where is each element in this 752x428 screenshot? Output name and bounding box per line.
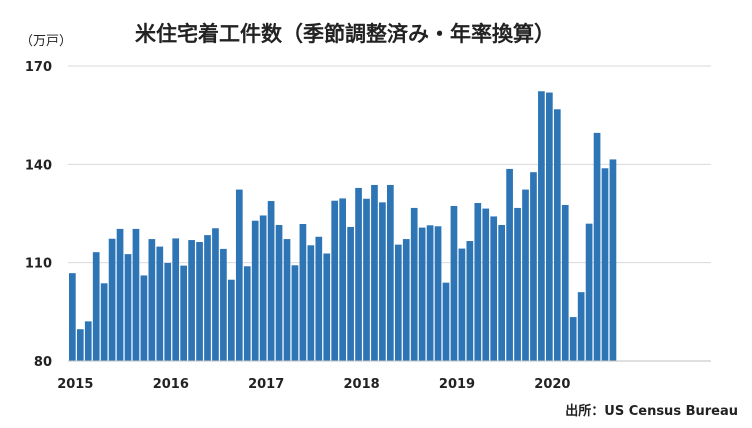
bar-2015-12 [156,246,164,361]
x-tick-label-2020: 2020 [534,377,570,392]
y-axis-unit-label: （万戸） [20,34,73,49]
bar-2016-12 [251,220,259,361]
bar-2017-06 [299,223,307,361]
bar-2016-01 [164,262,172,361]
chart-title: 米住宅着工件数（季節調整済み・年率換算） [135,22,555,46]
bar-2016-05 [196,242,203,361]
source-note: 出所：US Census Bureau [565,404,738,419]
bar-2020-08 [601,168,609,361]
bar-2015-11 [148,239,156,361]
bar-2017-05 [291,265,299,361]
bar-2019-08 [506,168,513,361]
bar-2020-09 [609,159,617,361]
bar-2017-11 [339,198,346,361]
bar-2019-06 [490,216,498,361]
bar-2015-08 [124,254,132,361]
bar-2020-02 [553,109,561,362]
bar-2020-03 [561,204,569,361]
bar-2016-06 [204,235,211,361]
bar-2016-10 [235,189,243,361]
bar-2018-07 [402,239,410,361]
bar-2018-06 [394,244,402,361]
bar-2019-03 [466,241,474,361]
bar-2018-01 [355,187,362,361]
bar-2017-12 [347,226,354,361]
bar-2015-01 [69,273,76,361]
x-tick-label-2016: 2016 [153,377,189,392]
bar-2015-07 [116,228,124,361]
bar-2020-06 [585,223,593,361]
bar-2018-12 [442,282,450,361]
y-tick-label: 110 [25,257,52,272]
bar-2019-11 [530,172,537,361]
bar-2019-07 [498,224,505,361]
bar-2017-03 [275,224,283,361]
bar-2016-09 [228,279,235,361]
bar-2017-08 [315,236,323,361]
bar-2018-11 [434,226,442,361]
y-tick-label: 80 [34,355,52,370]
bar-2019-04 [474,203,482,361]
bar-2019-05 [482,208,490,361]
bar-2020-07 [593,132,601,361]
x-tick-label-2015: 2015 [57,377,93,392]
bar-2017-04 [283,239,291,361]
x-tick-label-2019: 2019 [439,377,475,392]
bar-2017-10 [331,200,339,361]
bar-2015-06 [108,238,116,361]
bar-2015-09 [132,228,140,361]
bar-2016-03 [180,265,187,361]
bar-2018-10 [426,225,434,361]
bar-2017-02 [267,201,275,361]
bar-2018-03 [371,184,378,361]
y-tick-label: 170 [25,60,52,75]
bar-2016-11 [243,266,251,361]
bar-2020-05 [577,292,585,361]
bar-2017-01 [259,215,267,361]
bar-2019-01 [450,205,458,361]
bar-2020-01 [546,92,553,362]
bar-2019-10 [522,189,529,361]
bar-2018-05 [387,184,394,361]
bar-2016-04 [188,240,195,361]
bar-2018-09 [418,227,426,361]
bar-2016-02 [172,238,180,361]
bar-2020-04 [569,317,577,361]
bar-2019-02 [458,248,466,361]
bar-2017-09 [323,253,331,361]
bar-2018-02 [363,198,370,361]
bar-2015-05 [100,283,108,361]
x-tick-label-2018: 2018 [344,377,380,392]
bar-2019-12 [538,91,545,362]
bar-2016-08 [220,248,227,361]
bar-2015-04 [92,252,100,361]
bar-2018-08 [410,207,418,361]
bar-2015-03 [84,321,92,361]
bar-2015-02 [76,329,84,361]
bar-2015-10 [140,275,148,361]
x-tick-label-2017: 2017 [248,377,284,392]
bar-2018-04 [379,202,386,361]
bar-2016-07 [212,228,219,361]
bar-2019-09 [514,207,521,361]
y-tick-label: 140 [25,158,52,173]
bar-2017-07 [307,245,315,361]
